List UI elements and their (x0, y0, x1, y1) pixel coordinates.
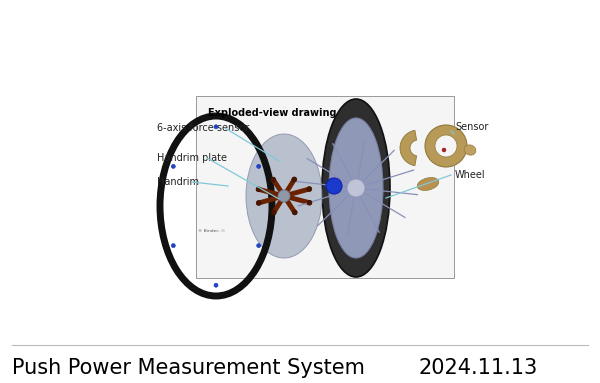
Ellipse shape (256, 187, 261, 192)
Ellipse shape (417, 178, 439, 190)
Ellipse shape (214, 125, 218, 129)
Bar (196, 96, 454, 278)
Ellipse shape (435, 135, 457, 157)
Ellipse shape (246, 134, 322, 258)
Ellipse shape (329, 118, 383, 258)
Ellipse shape (256, 200, 261, 206)
Ellipse shape (172, 244, 175, 247)
Text: 6-axis force sensor: 6-axis force sensor (157, 123, 249, 133)
Text: 2024.11.13: 2024.11.13 (418, 358, 537, 378)
Wedge shape (400, 130, 416, 166)
Ellipse shape (271, 210, 276, 215)
Ellipse shape (425, 125, 467, 167)
Text: Wheel: Wheel (455, 170, 485, 180)
Ellipse shape (464, 145, 476, 155)
Text: ® Binder- ©: ® Binder- © (199, 229, 226, 233)
Ellipse shape (172, 164, 175, 169)
Ellipse shape (292, 177, 297, 182)
Ellipse shape (347, 179, 365, 197)
Text: Sensor: Sensor (455, 122, 488, 132)
Text: Handrim: Handrim (157, 177, 199, 187)
Ellipse shape (278, 190, 290, 202)
Ellipse shape (326, 178, 342, 194)
Text: Handrim plate: Handrim plate (157, 153, 227, 163)
Ellipse shape (307, 187, 312, 192)
Ellipse shape (442, 148, 446, 152)
Ellipse shape (257, 244, 260, 247)
Ellipse shape (307, 200, 312, 205)
Ellipse shape (257, 164, 260, 169)
Text: Exploded-view drawing: Exploded-view drawing (208, 108, 337, 118)
Ellipse shape (292, 210, 297, 215)
Ellipse shape (271, 177, 276, 182)
Ellipse shape (322, 99, 390, 277)
Text: Push Power Measurement System: Push Power Measurement System (12, 358, 365, 378)
Ellipse shape (214, 283, 218, 287)
